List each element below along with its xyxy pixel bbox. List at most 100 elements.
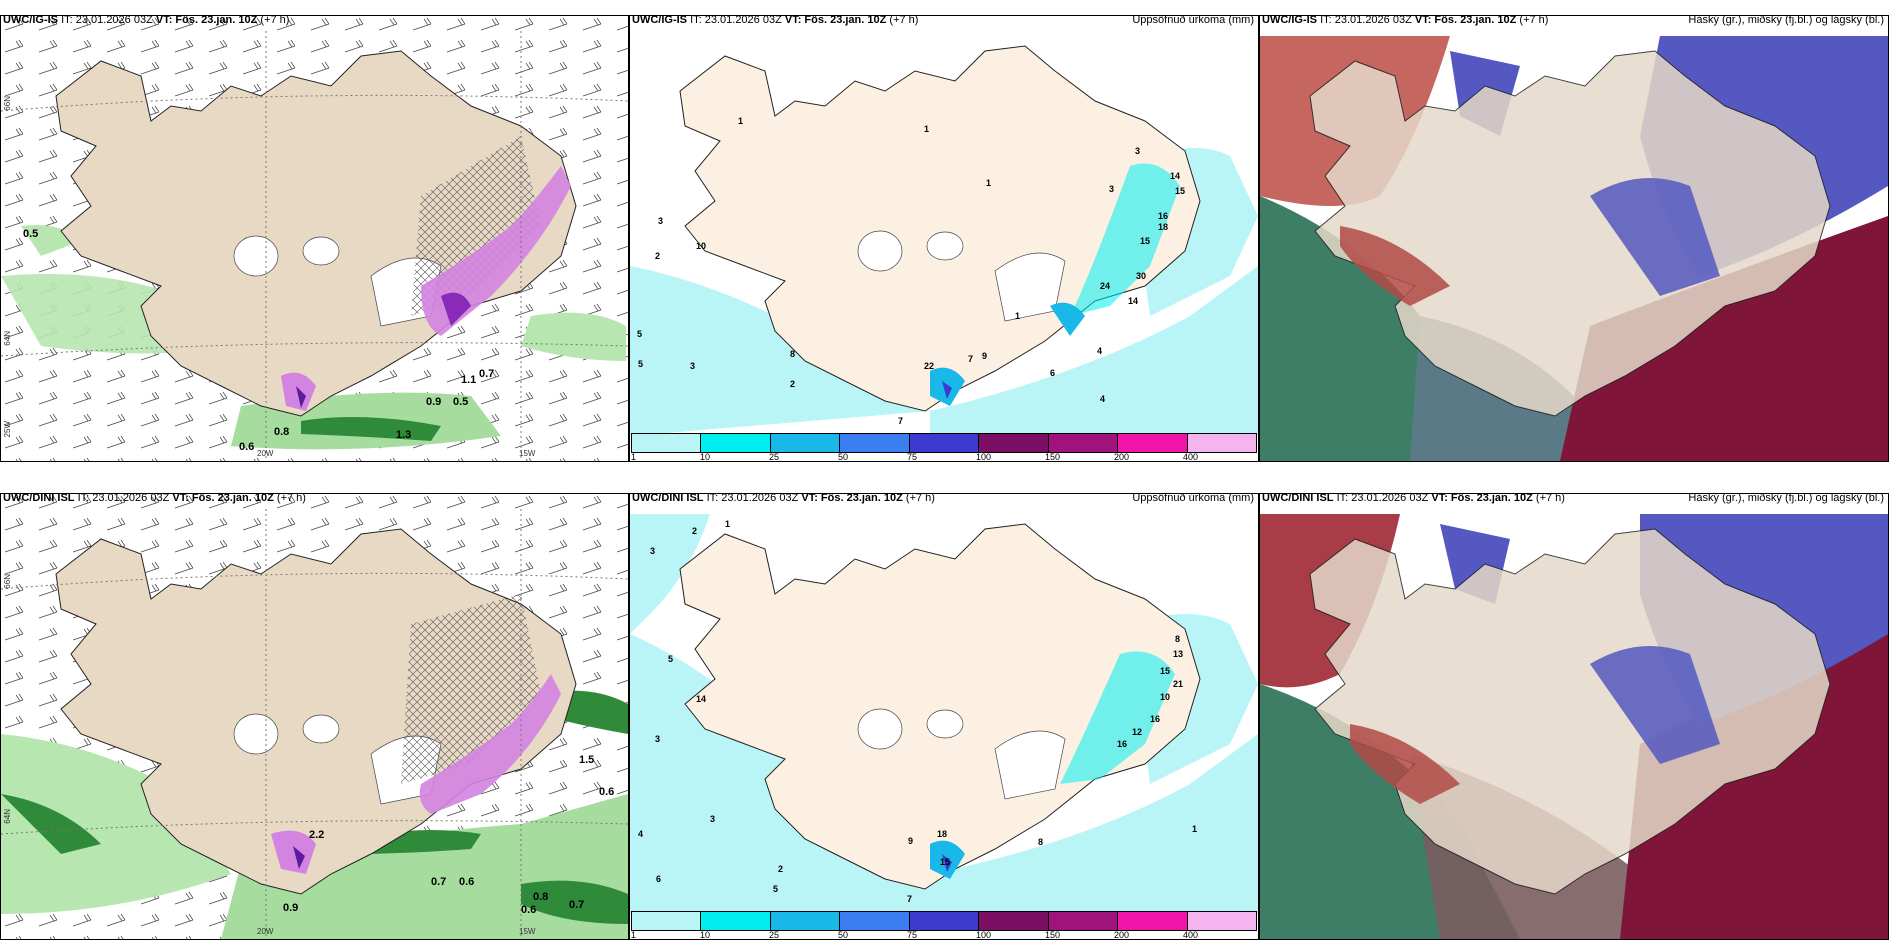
value-label: 1 (1015, 311, 1021, 321)
colorbar-seg (909, 434, 980, 452)
colorbar-seg (1118, 434, 1188, 452)
lead-time: (+7 h) (889, 15, 919, 26)
lead-time: (+7 h) (260, 15, 290, 26)
tick-label: 50 (838, 930, 849, 940)
value-label: 9 (908, 836, 914, 846)
value-label: 1.3 (396, 429, 412, 441)
precip-map-panel-row2: UWC/DINI ISL IT: 23.01.2026 03Z VT: Fös.… (629, 493, 1259, 940)
tick-label: 1 (631, 930, 637, 940)
lat-label: 64N (3, 331, 12, 346)
value-label: 1.5 (579, 754, 595, 766)
value-label: 18 (1158, 222, 1169, 232)
valid-time: VT: Fös. 23.jan. 10Z (172, 493, 274, 504)
precip-map-row1 (630, 16, 1258, 436)
value-label: 0.9 (426, 396, 442, 408)
iceland-landmass (1309, 50, 1831, 417)
tick-label: 200 (1114, 930, 1130, 940)
tick-label: 50 (838, 452, 849, 462)
tick-label: 75 (907, 930, 918, 940)
value-label: 5 (668, 654, 674, 664)
init-time: IT: 23.01.2026 03Z (706, 493, 799, 504)
iceland-landmass (1309, 528, 1831, 895)
panel-title: UWC/DINI ISL IT: 23.01.2026 03Z VT: Fös.… (3, 493, 306, 504)
wind-map-row1 (1, 16, 628, 461)
value-label: 2 (778, 864, 784, 874)
lead-time: (+7 h) (905, 493, 935, 504)
tick-label: 400 (1183, 930, 1199, 940)
tick-label: 1 (631, 452, 637, 462)
colorbar-seg (1187, 434, 1256, 452)
value-label: 0.6 (521, 904, 537, 916)
colorbar-seg (1048, 434, 1119, 452)
model-name: UWC/DINI ISL (1262, 493, 1334, 504)
value-label: 16 (1158, 211, 1169, 221)
init-time: IT: 23.01.2026 03Z (1336, 493, 1429, 504)
value-label: 0.6 (599, 786, 615, 798)
value-label: 5 (638, 359, 644, 369)
lat-label: 25W (3, 421, 12, 438)
precip-colorbar (631, 911, 1257, 931)
wind-map-panel-row2: UWC/DINI ISL IT: 23.01.2026 03Z VT: Fös.… (0, 493, 629, 940)
value-label: 1 (725, 519, 731, 529)
cloud-map-row2 (1260, 494, 1888, 939)
value-label: 1 (738, 116, 744, 126)
colorbar-labels: 1 10 25 50 75 100 150 200 400 (630, 930, 1258, 940)
value-label: 0.8 (274, 426, 290, 438)
tick-label: 150 (1045, 452, 1061, 462)
colorbar-seg (770, 912, 841, 930)
value-label: 1 (986, 178, 992, 188)
value-label: 3 (1109, 184, 1115, 194)
precip-values-row2: 2 1 3 5 14 3 8 13 15 21 10 16 12 16 9 18… (630, 494, 1258, 914)
precip-map-panel-row1: UWC/IG-IS IT: 23.01.2026 03Z VT: Fös. 23… (629, 15, 1259, 462)
model-name: UWC/DINI ISL (3, 493, 75, 504)
colorbar-seg (1187, 912, 1256, 930)
value-label: 7 (898, 416, 904, 426)
value-label: 2 (692, 526, 698, 536)
colorbar-seg (979, 912, 1049, 930)
value-label: 4 (1097, 346, 1103, 356)
tick-label: 75 (907, 452, 918, 462)
precip-title: Uppsöfnuð úrkoma (mm) (1132, 15, 1254, 26)
value-label: 21 (1173, 679, 1184, 689)
colorbar-labels: 1 10 25 50 75 100 150 200 400 (630, 452, 1258, 462)
value-label: 1 (1192, 824, 1198, 834)
cloud-title: Háský (gr.), miðský (fj.bl.) og lágský (… (1688, 15, 1884, 26)
value-label: 7 (907, 894, 913, 904)
value-label: 0.5 (453, 396, 469, 408)
tick-label: 10 (700, 452, 711, 462)
value-label: 14 (1128, 296, 1139, 306)
colorbar-seg (632, 912, 702, 930)
value-label: 3 (650, 546, 656, 556)
init-time: IT: 23.01.2026 03Z (61, 15, 153, 26)
iceland-landmass (679, 523, 1201, 890)
lon-label: 15W (519, 927, 536, 936)
tick-label: 25 (769, 452, 780, 462)
value-label: 6 (1050, 368, 1056, 378)
colorbar-seg (1118, 912, 1188, 930)
model-name: UWC/IG-IS (1262, 15, 1317, 26)
colorbar-seg (701, 912, 771, 930)
tick-label: 150 (1045, 930, 1061, 940)
cloud-map-panel-row1: UWC/IG-IS IT: 23.01.2026 03Z VT: Fös. 23… (1259, 15, 1889, 462)
lat-label: 66N (3, 96, 12, 111)
value-label: 3 (655, 734, 661, 744)
panel-title: UWC/IG-IS IT: 23.01.2026 03Z VT: Fös. 23… (3, 15, 290, 26)
lead-time: (+7 h) (1519, 15, 1549, 26)
valid-time: VT: Fös. 23.jan. 10Z (801, 493, 903, 504)
model-name: UWC/DINI ISL (632, 493, 704, 504)
value-label: 4 (638, 829, 644, 839)
value-label: 22 (924, 361, 935, 371)
value-label: 15 (1175, 186, 1186, 196)
value-label: 0.9 (283, 902, 299, 914)
panel-title: UWC/DINI ISL IT: 23.01.2026 03Z VT: Fös.… (632, 493, 935, 504)
value-label: 2 (655, 251, 661, 261)
value-label: 1 (924, 124, 930, 134)
cloud-map-row1 (1260, 16, 1888, 461)
colorbar-seg (840, 912, 910, 930)
tick-label: 10 (700, 930, 711, 940)
value-label: 3 (658, 216, 664, 226)
value-label: 16 (1117, 739, 1128, 749)
value-label: 0.7 (479, 368, 495, 380)
panel-title: UWC/IG-IS IT: 23.01.2026 03Z VT: Fös. 23… (632, 15, 919, 26)
value-label: 2.2 (309, 829, 325, 841)
